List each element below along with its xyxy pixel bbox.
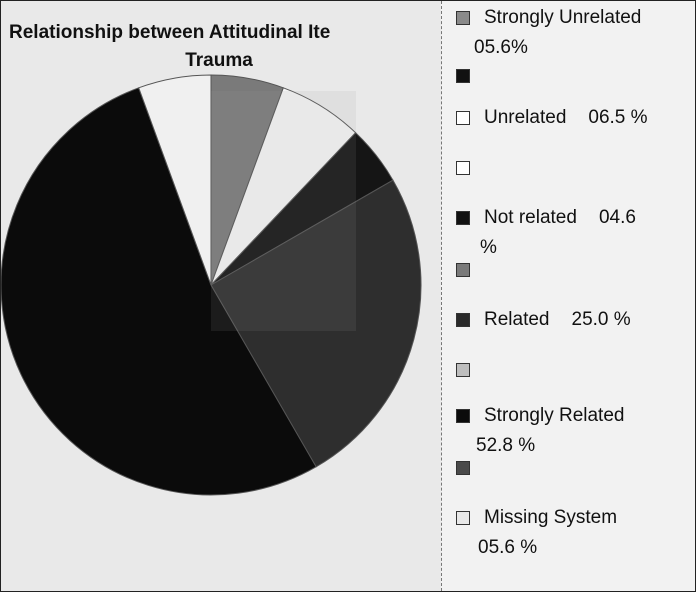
legend-entry-strongly-unrelated: Strongly Unrelated [456,7,692,29]
legend-label: Not related [484,207,577,228]
legend-entry-unrelated: Unrelated 06.5 % [456,107,692,129]
legend-value: 04.6 [598,207,636,228]
legend-label: Related [484,309,550,330]
pie-slice-strongly-related [1,87,317,496]
legend-value: 05.6% [474,37,528,58]
legend-swatch-icon [456,461,470,475]
chart-title-line-2: Trauma [185,50,253,71]
legend-value-unit: % [480,237,497,258]
legend-swatch-icon [456,10,470,25]
legend-label: Strongly Unrelated [484,7,642,28]
legend-value: 52.8 % [476,435,536,456]
legend-value: 06.5 % [588,107,648,128]
legend-label: Unrelated [484,107,567,128]
legend-swatch-icon [456,69,470,83]
legend-label: Strongly Related [484,405,625,426]
pie-slice-related [210,179,422,468]
pie-slice-missing-system [138,74,212,286]
legend-value: 05.6 % [478,537,538,558]
legend: Strongly Unrelated 05.6% Unrelated 06.5 %… [441,1,695,591]
legend-swatch-icon [456,408,470,423]
chart-title-line-1: Relationship between Attitudinal Ite [9,22,331,43]
legend-swatch-icon [456,161,470,175]
legend-swatch-icon [456,363,470,377]
legend-entry-not-related: Not related 04.6 [456,207,692,229]
legend-swatch-icon [456,110,470,125]
plot-overlay [211,91,356,331]
chart-title: Relationship between Attitudinal Ite Tra… [9,19,429,75]
legend-entry-strongly-related: Strongly Related [456,405,692,427]
legend-swatch-icon [456,510,470,525]
legend-entry-missing-system: Missing System [456,507,692,529]
pie-slices [1,74,422,496]
legend-value: 25.0 % [571,309,631,330]
legend-entry-related: Related 25.0 % [456,309,692,331]
pie-chart [1,74,422,496]
legend-swatch-icon [456,263,470,277]
legend-swatch-icon [456,210,470,225]
legend-label: Missing System [484,507,618,528]
legend-swatch-icon [456,312,470,327]
plot-area: Relationship between Attitudinal Ite Tra… [1,1,441,591]
